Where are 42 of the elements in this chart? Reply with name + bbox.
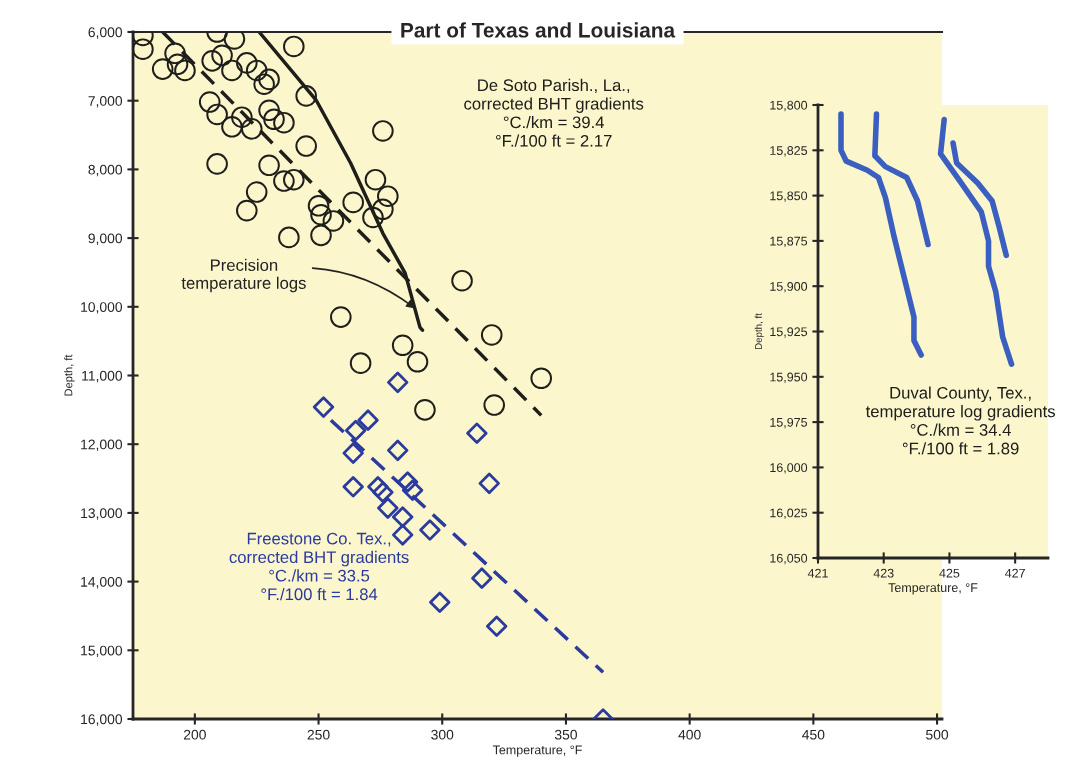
x-tick-label: 421 [807,568,828,578]
x-tick-label: 300 [431,729,454,740]
y-tick-label: 14,000 [81,576,123,589]
y-axis-title: Depth, ft [64,354,75,396]
chart-title: Part of Texas and Louisiana [401,22,676,38]
x-axis-title: Temperature, °F [888,583,978,595]
y-tick-label: 7,000 [88,96,123,108]
y-tick-label: 15,950 [770,372,808,383]
y-tick-label: 15,000 [81,645,123,658]
x-tick-label: 250 [307,729,330,740]
y-tick-label: 9,000 [88,233,123,245]
x-tick-label: 450 [802,729,825,740]
x-tick-label: 400 [678,729,701,740]
y-tick-label: 16,050 [770,553,808,565]
annotation: Duval County, Tex., temperature log gradients °C./km = 34.4 °F./100 ft = 1.89 [865,386,1055,455]
x-tick-label: 423 [873,568,894,578]
y-tick-label: 15,925 [770,327,808,338]
y-tick-label: 16,000 [81,714,123,726]
x-tick-label: 200 [183,729,206,740]
x-axis-title: Temperature, °F [492,745,582,757]
x-tick-label: 500 [926,729,949,740]
x-tick-label: 350 [554,729,577,740]
annotation: De Soto Parish., La., corrected BHT gradients °C./km = 39.4 °F./100 ft = 2.17 [464,78,644,147]
y-tick-label: 15,825 [770,146,808,157]
y-tick-label: 8,000 [88,164,123,177]
y-tick-label: 11,000 [82,370,123,383]
y-tick-label: 16,000 [770,463,808,474]
y-tick-label: 6,000 [88,27,123,39]
annotation: Freestone Co. Tex., corrected BHT gradients °C./km = 33.5 °F./100 ft = 1.84 [229,532,409,601]
x-tick-label: 427 [1005,568,1025,578]
y-tick-label: 15,800 [770,100,808,112]
y-tick-label: 10,000 [81,302,123,314]
y-axis-title: Depth, ft [754,313,764,350]
y-tick-label: 15,900 [770,282,808,293]
y-tick-label: 16,025 [770,508,808,519]
y-tick-label: 13,000 [81,508,123,520]
annotation: Precision temperature logs [181,258,306,293]
y-tick-label: 15,850 [770,191,808,202]
y-tick-label: 15,975 [770,417,808,429]
y-tick-label: 12,000 [81,439,123,452]
y-tick-label: 15,875 [770,236,808,248]
x-tick-label: 425 [939,568,960,578]
